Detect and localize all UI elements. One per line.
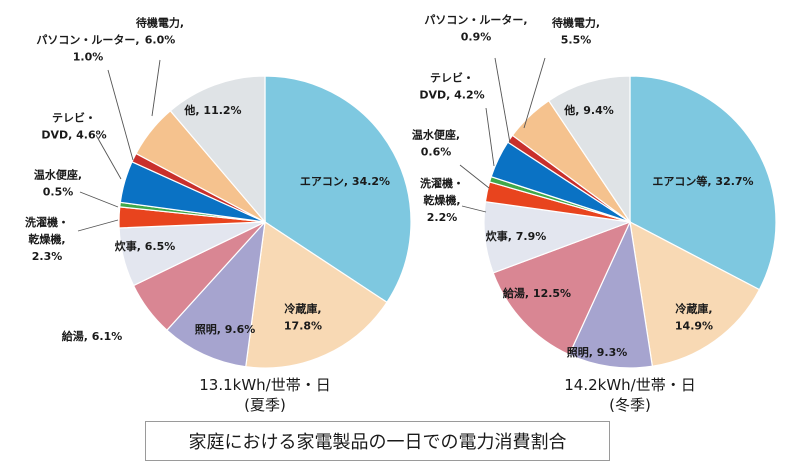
- slice-label: 他, 9.4%: [563, 103, 614, 117]
- slice-label: 待機電力, 5.5%: [551, 16, 600, 47]
- leader-line: [95, 134, 122, 180]
- slice-label: 待機電力, 6.0%: [135, 16, 184, 47]
- slice-label: 照明, 9.6%: [195, 323, 256, 336]
- chart-caption: 13.1kWh/世帯・日: [199, 376, 330, 394]
- pie-slice: [169, 75, 266, 224]
- leader-line: [494, 57, 511, 144]
- leader-line: [107, 69, 134, 161]
- slice-label: 他, 11.2%: [183, 103, 241, 117]
- pie-slice: [166, 220, 266, 368]
- pie-slice: [245, 220, 388, 369]
- pie-chart-1: エアコン, 34.2% 冷蔵庫, 17.8% 照明, 9.6% 給湯, 6.1% 炊事, …: [25, 16, 412, 414]
- slice-label: 照明, 9.3%: [567, 346, 628, 359]
- slice-label: 冷蔵庫, 14.9%: [675, 302, 713, 333]
- leader-line: [485, 107, 495, 167]
- slice-label: 洗濯機・乾燥機, 2.3%: [25, 215, 69, 263]
- leader-line: [461, 205, 487, 213]
- slice-label: 給湯, 12.5%: [503, 286, 571, 300]
- slice-label: テレビ・ DVD, 4.2%: [419, 71, 484, 102]
- slice-label: 温水便座, 0.6%: [412, 128, 460, 159]
- pie-slice: [492, 220, 632, 356]
- slice-label: 炊事, 7.9%: [486, 229, 547, 243]
- chart-caption: (冬季): [609, 396, 651, 414]
- chart-title: 家庭における家電製品の一日での電力消費割合: [145, 421, 610, 461]
- slice-label: 温水便座, 0.5%: [34, 168, 82, 199]
- pie-slice: [629, 75, 777, 291]
- pie-slice: [568, 219, 654, 369]
- pie-slice: [547, 75, 631, 224]
- chart-caption: 14.2kWh/世帯・日: [564, 376, 695, 394]
- pie-slice: [629, 220, 761, 367]
- slice-label: 冷蔵庫, 17.8%: [284, 302, 322, 333]
- leader-line: [459, 164, 490, 189]
- slice-label: テレビ・ DVD, 4.6%: [41, 111, 106, 142]
- slice-label: 炊事, 6.5%: [115, 239, 176, 253]
- slice-label: エアコン, 34.2%: [300, 175, 390, 188]
- slice-label: パソコン・ルーター, 0.9%: [424, 14, 527, 44]
- slice-label: パソコン・ルーター, 1.0%: [36, 34, 139, 64]
- slice-label: 給湯, 6.1%: [62, 329, 123, 343]
- slice-label: エアコン等, 32.7%: [652, 174, 753, 188]
- leader-line: [79, 191, 119, 208]
- leader-line: [151, 59, 161, 117]
- leader-line: [77, 219, 119, 232]
- chart-caption: (夏季): [244, 396, 286, 414]
- slice-label: 洗濯機・乾燥機, 2.2%: [420, 176, 464, 224]
- leader-line: [523, 57, 546, 129]
- pie-chart-2: エアコン等, 32.7% 冷蔵庫, 14.9% 照明, 9.3% 給湯, 12.5% 炊事…: [412, 14, 777, 414]
